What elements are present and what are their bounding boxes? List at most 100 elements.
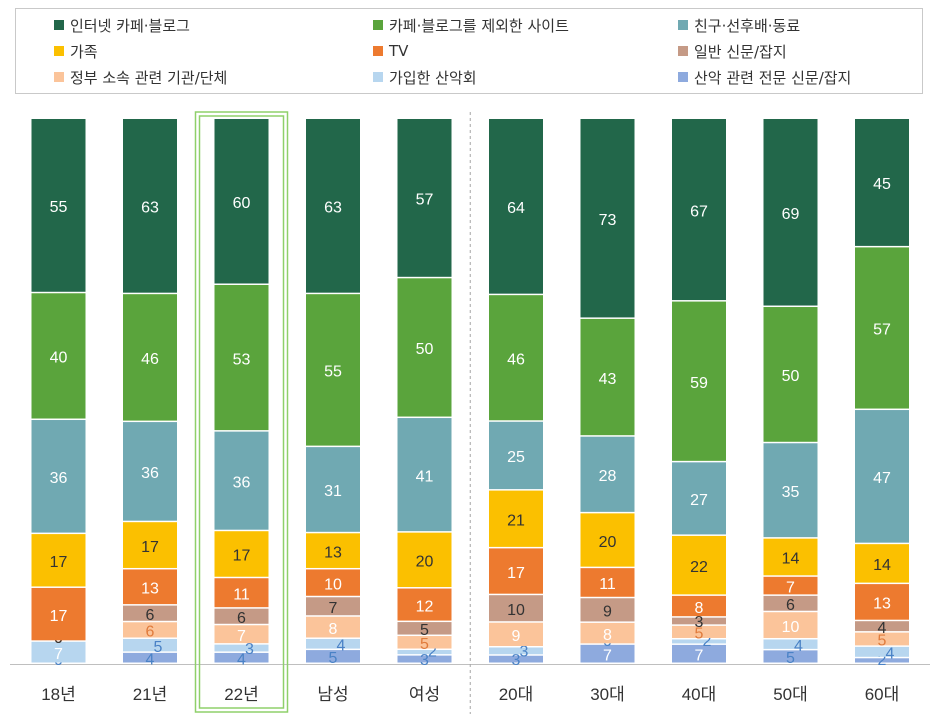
bar-government-4 bbox=[306, 616, 360, 638]
data-label-tv-10: 13 bbox=[873, 596, 891, 613]
legend-label-tv: TV bbox=[389, 42, 409, 60]
bar-mountain-media-7 bbox=[580, 644, 635, 663]
bar-family-6 bbox=[489, 490, 543, 547]
bar-newspaper-9 bbox=[763, 595, 818, 611]
data-label-family-2: 17 bbox=[141, 539, 159, 556]
data-label-mountain-media-3: 4 bbox=[237, 651, 246, 668]
data-label-government-6: 9 bbox=[512, 628, 521, 645]
bar-newspaper-10 bbox=[855, 621, 909, 632]
bar-club-1 bbox=[31, 641, 86, 663]
data-label-internet-cafe-blog-9: 69 bbox=[782, 206, 800, 223]
legend-item-other-sites: 카페·블로그를 제외한 사이트 bbox=[373, 15, 569, 35]
data-label-government-10: 5 bbox=[878, 633, 887, 650]
data-label-newspaper-6: 10 bbox=[507, 602, 525, 619]
bar-newspaper-7 bbox=[580, 598, 635, 622]
bar-group-1: 07001717364055 bbox=[31, 119, 86, 669]
legend-swatch-tv bbox=[373, 46, 383, 56]
bar-other-sites-5 bbox=[397, 278, 452, 417]
data-label-other-sites-4: 55 bbox=[324, 364, 342, 381]
bar-tv-5 bbox=[397, 588, 452, 621]
data-label-friends-8: 27 bbox=[690, 492, 708, 509]
bar-family-9 bbox=[763, 538, 818, 576]
data-label-tv-3: 11 bbox=[233, 586, 250, 603]
data-label-club-2: 5 bbox=[154, 639, 163, 656]
bar-friends-9 bbox=[763, 443, 818, 538]
bar-tv-2 bbox=[123, 569, 177, 605]
data-label-other-sites-1: 40 bbox=[50, 350, 68, 367]
data-label-mountain-media-5: 3 bbox=[420, 652, 429, 669]
data-label-tv-9: 7 bbox=[786, 579, 795, 596]
bar-tv-9 bbox=[763, 576, 818, 595]
bar-club-8 bbox=[672, 639, 726, 644]
data-label-family-9: 14 bbox=[782, 551, 800, 568]
data-label-tv-4: 10 bbox=[324, 576, 342, 593]
legend-item-mountain-media: 산악 관련 전문 신문/잡지 bbox=[678, 67, 851, 87]
data-label-newspaper-5: 5 bbox=[420, 622, 429, 639]
bar-tv-1 bbox=[31, 587, 86, 641]
bar-mountain-media-5 bbox=[397, 655, 452, 663]
data-label-newspaper-2: 6 bbox=[146, 607, 155, 624]
data-label-mountain-media-2: 4 bbox=[146, 651, 155, 668]
x-tick-label-3: 22년 bbox=[224, 685, 259, 704]
data-label-family-4: 13 bbox=[324, 544, 342, 561]
bar-family-8 bbox=[672, 535, 726, 595]
legend-swatch-club bbox=[373, 72, 383, 82]
legend-label-mountain-media: 산악 관련 전문 신문/잡지 bbox=[694, 68, 852, 87]
bar-family-4 bbox=[306, 533, 360, 568]
bar-club-4 bbox=[306, 638, 360, 649]
data-label-other-sites-10: 57 bbox=[873, 322, 891, 339]
bar-other-sites-6 bbox=[489, 295, 543, 421]
bar-friends-1 bbox=[31, 420, 86, 533]
bar-internet-cafe-blog-7 bbox=[580, 119, 635, 318]
data-label-other-sites-3: 53 bbox=[233, 351, 251, 368]
bar-government-6 bbox=[489, 622, 543, 646]
bar-other-sites-3 bbox=[214, 284, 269, 431]
data-label-tv-8: 8 bbox=[695, 600, 704, 617]
data-label-internet-cafe-blog-4: 63 bbox=[324, 200, 342, 217]
bar-government-8 bbox=[672, 625, 726, 638]
data-label-club-9: 4 bbox=[794, 638, 803, 655]
bar-other-sites-4 bbox=[306, 294, 360, 446]
bar-club-10 bbox=[855, 646, 909, 657]
bar-internet-cafe-blog-4 bbox=[306, 119, 360, 293]
data-label-mountain-media-10: 2 bbox=[878, 652, 887, 669]
data-label-friends-4: 31 bbox=[324, 483, 342, 500]
highlight-box-inner bbox=[198, 115, 285, 709]
data-label-friends-1: 36 bbox=[50, 470, 68, 487]
data-label-government-9: 10 bbox=[782, 619, 800, 636]
legend-item-family: 가족 bbox=[54, 41, 98, 61]
data-label-tv-7: 11 bbox=[599, 576, 616, 593]
bar-friends-4 bbox=[306, 447, 360, 532]
data-label-government-3: 7 bbox=[237, 628, 246, 645]
bar-newspaper-6 bbox=[489, 595, 543, 622]
bar-mountain-media-10 bbox=[855, 658, 909, 663]
data-label-mountain-media-8: 7 bbox=[695, 647, 704, 664]
bar-internet-cafe-blog-1 bbox=[31, 119, 86, 292]
bar-other-sites-2 bbox=[123, 294, 177, 421]
data-label-government-2: 6 bbox=[146, 624, 155, 641]
bar-newspaper-3 bbox=[214, 608, 269, 624]
x-tick-label-4: 남성 bbox=[317, 685, 348, 704]
bar-tv-4 bbox=[306, 569, 360, 596]
data-label-friends-6: 25 bbox=[507, 449, 525, 466]
x-tick-label-8: 40대 bbox=[682, 685, 717, 704]
data-label-internet-cafe-blog-3: 60 bbox=[233, 195, 251, 212]
data-label-government-8: 5 bbox=[695, 626, 704, 643]
bar-mountain-media-6 bbox=[489, 655, 543, 663]
legend-swatch-other-sites bbox=[373, 20, 383, 30]
bar-mountain-media-8 bbox=[672, 644, 726, 663]
legend: 인터넷 카페·블로그 카페·블로그를 제외한 사이트 친구·선후배·동료 가족 … bbox=[15, 8, 923, 94]
data-label-club-4: 4 bbox=[337, 638, 346, 655]
bar-newspaper-8 bbox=[672, 617, 726, 625]
bar-newspaper-4 bbox=[306, 597, 360, 616]
data-label-internet-cafe-blog-8: 67 bbox=[690, 203, 708, 220]
data-label-family-6: 21 bbox=[507, 512, 525, 529]
data-label-tv-1: 17 bbox=[50, 608, 68, 625]
bar-other-sites-1 bbox=[31, 293, 86, 419]
bar-club-9 bbox=[763, 639, 818, 649]
legend-item-internet-cafe-blog: 인터넷 카페·블로그 bbox=[54, 15, 190, 35]
bar-government-3 bbox=[214, 625, 269, 644]
bar-other-sites-8 bbox=[672, 301, 726, 461]
